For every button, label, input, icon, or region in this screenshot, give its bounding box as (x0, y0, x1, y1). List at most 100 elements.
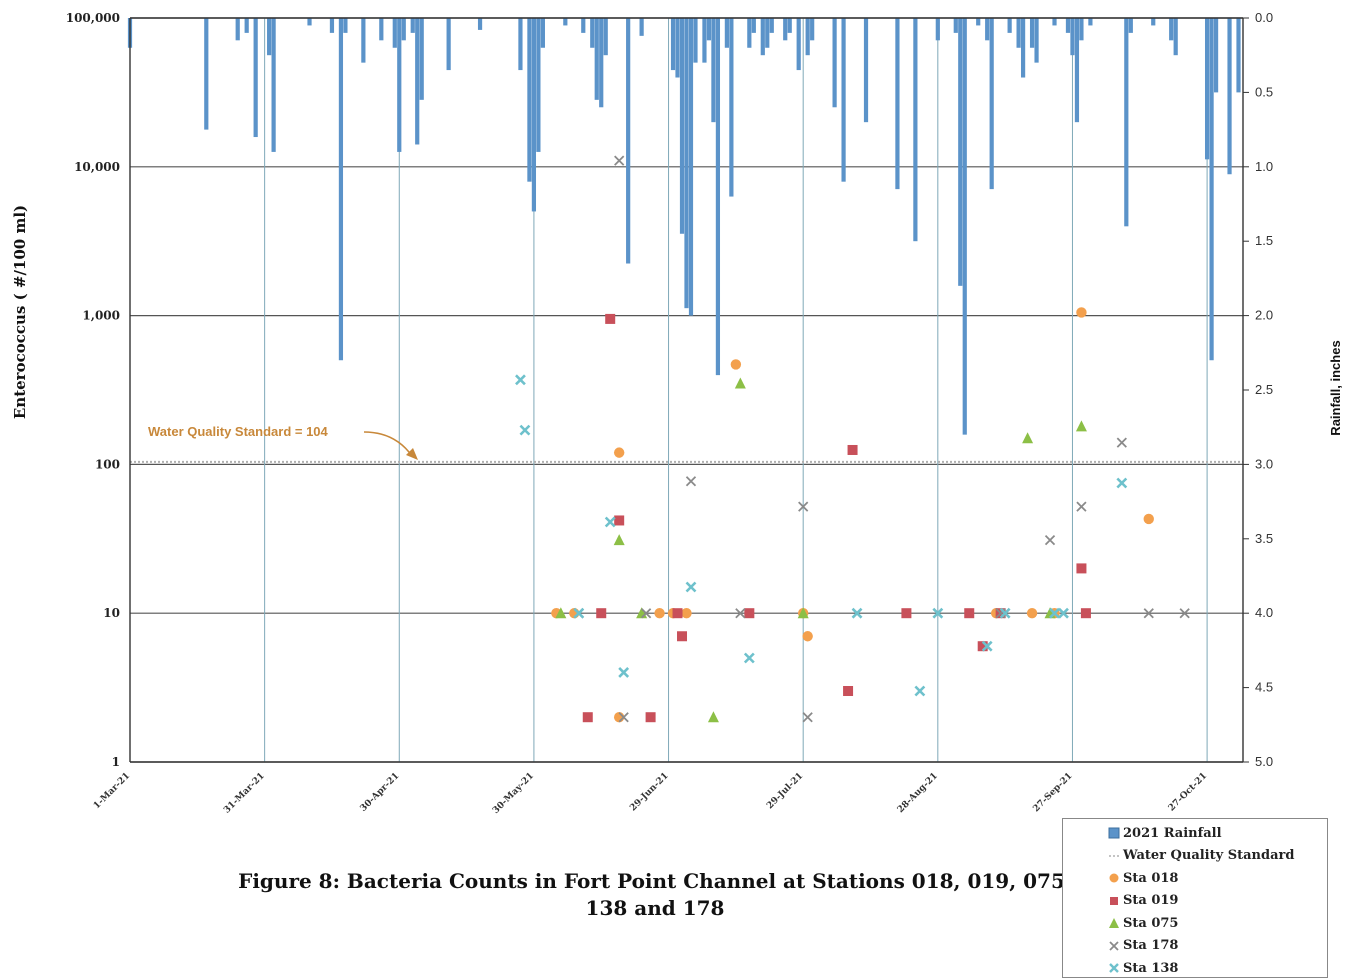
y-tick-label: 1 (112, 755, 120, 769)
point-sta178 (1143, 608, 1154, 619)
rainfall-bar (267, 18, 272, 56)
point-sta138 (685, 581, 697, 593)
data-points (515, 155, 1190, 723)
rainfall-bar (271, 18, 276, 152)
point-sta178 (640, 608, 652, 619)
rainfall-bar (527, 18, 532, 182)
point-sta019 (1080, 608, 1091, 619)
point-sta018 (802, 631, 813, 642)
legend-square-marker-icon (1110, 896, 1118, 905)
rainfall-bar (639, 18, 644, 36)
tick-labels: 1 10 100 1,000 10,000 100,000 1-Mar-21 31-Mar-2… (66, 10, 1273, 816)
point-sta019 (843, 686, 854, 697)
rainfall-bar (1169, 18, 1174, 41)
rainfall-bar (679, 18, 685, 234)
rainfall-bar (1151, 18, 1156, 26)
point-sta019 (605, 313, 616, 324)
point-sta075 (1075, 420, 1087, 432)
y-tick-label: 100 (95, 457, 120, 471)
rainfall-bar (244, 18, 249, 33)
x-tick-label: 29-Jun-21 (628, 771, 670, 813)
rainfall-bar (477, 18, 483, 30)
annotation-arrowhead (406, 448, 418, 460)
point-sta178 (614, 155, 625, 166)
point-sta138 (515, 374, 526, 386)
rainfall-bar (626, 18, 631, 264)
caption-line-2: 138 and 178 (585, 896, 725, 920)
point-sta178 (798, 501, 809, 512)
y2-tick-label: 0.0 (1255, 10, 1273, 25)
rainfall-bar (962, 18, 967, 435)
axes (129, 17, 1249, 763)
rainfall-bar (688, 18, 694, 316)
y2-tick-label: 2.0 (1255, 308, 1273, 323)
point-sta178 (1116, 437, 1127, 448)
y2-tick-label: 5.0 (1255, 754, 1273, 769)
rainfall-bar (1052, 18, 1057, 26)
legend-label: Sta 075 (1123, 915, 1179, 931)
rainfall-bars (127, 18, 1241, 435)
rainfall-bar (675, 18, 680, 78)
rainfall-bar (913, 18, 918, 242)
rainfall-bar (1074, 18, 1080, 123)
rainfall-bar (599, 18, 604, 108)
x-tick-label: 28-Aug-21 (896, 771, 940, 815)
y2-tick-label: 2.5 (1255, 382, 1273, 397)
rainfall-bar (235, 18, 240, 41)
x-tick-label: 30-May-21 (491, 771, 536, 816)
rainfall-bar (1079, 18, 1084, 41)
point-sta138 (851, 607, 863, 619)
rainfall-bar (361, 18, 366, 63)
point-sta018 (1026, 608, 1038, 619)
legend-label: Sta 018 (1123, 870, 1179, 886)
rainfall-bar (536, 18, 541, 152)
rainfall-bar (379, 18, 384, 41)
point-sta138 (618, 666, 630, 678)
rainfall-bar (976, 18, 981, 26)
legend-item-wqs: Water Quality Standard (1107, 845, 1327, 868)
point-sta019 (901, 608, 912, 619)
x-tick-label: 1-Mar-21 (92, 771, 132, 811)
legend-label: Sta 138 (1123, 960, 1179, 976)
rainfall-bar (985, 18, 990, 41)
point-sta138 (604, 516, 616, 528)
point-sta178 (1044, 534, 1056, 546)
rainfall-bar (1020, 18, 1026, 78)
rainfall-bar (204, 18, 209, 130)
caption-line-1: Figure 8: Bacteria Counts in Fort Point … (238, 869, 1072, 893)
rainfall-bar (702, 18, 707, 63)
point-sta138 (1116, 477, 1128, 489)
y-tick-label: 10 (103, 606, 120, 620)
rainfall-bar (329, 18, 335, 33)
point-sta138 (519, 424, 531, 436)
rainfall-bar (989, 18, 994, 190)
legend-label: Sta 019 (1123, 893, 1179, 909)
rainfall-bar (958, 18, 963, 286)
rainfall-bar (343, 18, 348, 33)
point-sta019 (596, 608, 607, 619)
point-sta138 (1058, 607, 1069, 619)
legend-item-rainfall: 2021 Rainfall (1107, 822, 1327, 845)
rainfall-bar (540, 18, 545, 48)
legend-label: Water Quality Standard (1123, 848, 1295, 864)
x-tick-label: 30-Apr-21 (359, 771, 402, 814)
rainfall-bar (760, 18, 765, 56)
rainfall-bar (787, 18, 792, 33)
point-sta018 (613, 447, 625, 458)
point-sta178 (735, 608, 746, 619)
rainfall-bar (1204, 18, 1210, 160)
rainfall-bar (397, 18, 402, 152)
legend-item-sta018: Sta 018 (1107, 867, 1327, 890)
point-sta138 (573, 607, 585, 619)
rainfall-bar (895, 18, 900, 190)
point-sta018 (654, 608, 665, 619)
y2-tick-label: 4.5 (1255, 680, 1273, 695)
legend-item-sta075: Sta 075 (1107, 912, 1327, 935)
rainfall-bar (581, 18, 586, 33)
rainfall-bar (603, 18, 608, 56)
point-sta019 (677, 631, 688, 642)
y2-tick-label: 1.0 (1255, 159, 1273, 174)
point-sta019 (672, 608, 683, 619)
x-tick-label: 31-Mar-21 (222, 771, 267, 816)
